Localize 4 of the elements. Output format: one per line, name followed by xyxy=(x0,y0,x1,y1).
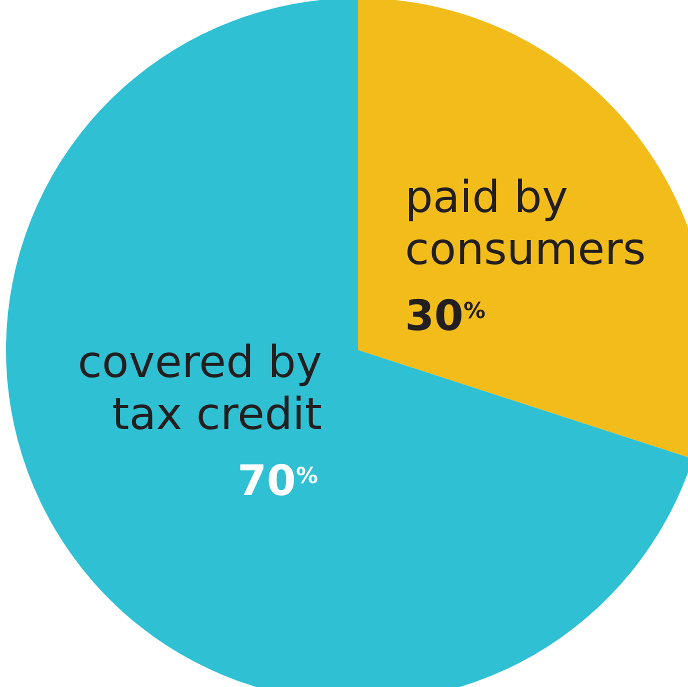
slice-label: covered by tax credit xyxy=(78,337,322,440)
slice-label: paid by consumers xyxy=(405,172,646,275)
data-label: 30$^{%}$ xyxy=(405,291,486,340)
data-label: 70$^{%}$ xyxy=(238,456,318,505)
